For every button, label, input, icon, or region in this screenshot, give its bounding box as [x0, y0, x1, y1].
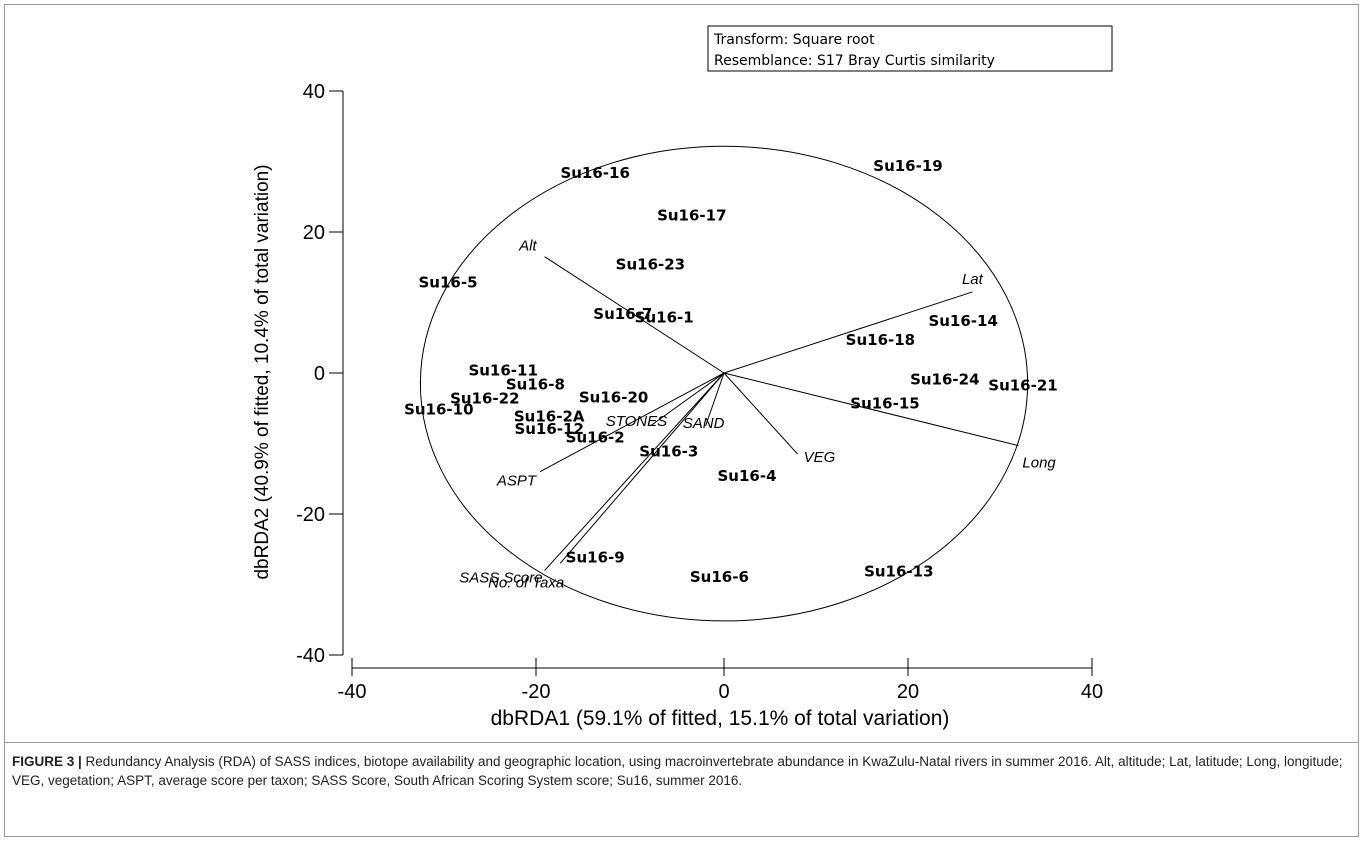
vector-label: Alt — [518, 238, 537, 255]
vector-stones — [650, 372, 725, 427]
vector-label: ASPT — [496, 473, 538, 490]
sample-point-label: Su16-16 — [560, 164, 629, 182]
vector-label: No. of Taxa — [488, 574, 564, 591]
sample-point-label: Su16-8 — [506, 376, 565, 394]
vector-label: SAND — [683, 415, 725, 432]
sample-point-label: Su16-4 — [717, 467, 776, 485]
legend-box: Transform: Square root Resemblance: S17 … — [707, 25, 1113, 72]
y-tick-label: -40 — [296, 645, 325, 667]
sample-points: Su16-16 Su16-19 Su16-17 Su16-23 Su16-5 Su16-7… — [404, 157, 1058, 586]
correlation-circle — [419, 145, 1029, 622]
vector-label: Long — [1022, 455, 1056, 472]
sample-point-label: Su16-11 — [468, 361, 537, 379]
sample-point-label: Su16-21 — [988, 376, 1057, 394]
sample-point-label: Su16-10 — [404, 400, 473, 418]
x-tick-label: 0 — [718, 681, 729, 703]
sample-point-label: Su16-13 — [864, 562, 933, 580]
y-tick-label: 40 — [303, 81, 325, 103]
sample-point-label: Su16-9 — [566, 548, 625, 566]
caption-text: Redundancy Analysis (RDA) of SASS indice… — [12, 754, 1343, 788]
sample-point-label: Su16-12 — [514, 420, 583, 438]
sample-point-label: Su16-19 — [873, 157, 942, 175]
sample-point-label: Su16-3 — [639, 443, 698, 461]
x-tick-label: 20 — [897, 681, 919, 703]
sample-point-label: Su16-18 — [846, 331, 915, 349]
vector-long — [723, 372, 1019, 447]
sample-point-label: Su16-20 — [579, 388, 648, 406]
vector-sass-score — [544, 372, 725, 571]
x-axis-label: dbRDA1 (59.1% of fitted, 15.1% of total … — [491, 707, 950, 730]
vector-alt — [544, 256, 725, 374]
vector-label: STONES — [606, 413, 667, 430]
vector-label: VEG — [804, 449, 836, 466]
sample-point-label: Su16-23 — [616, 256, 685, 274]
sample-point-label: Su16-1 — [635, 309, 694, 327]
sample-point-label: Su16-24 — [910, 371, 979, 389]
sample-point-label: Su16-22 — [450, 390, 519, 408]
vector-lat — [723, 291, 973, 374]
caption-separator — [4, 742, 1359, 743]
vector-aspt — [539, 372, 725, 473]
circle-outline — [419, 145, 1029, 622]
vector-overlay: Alt Lat Long VEG SAND STONES ASPT No. of TaxaSA… — [459, 238, 1056, 592]
vector-label: SASS Score — [459, 569, 542, 586]
sample-point-label: Su16-15 — [850, 395, 919, 413]
x-tick-label: 40 — [1081, 681, 1103, 703]
dbrda-plot: Transform: Square root Resemblance: S17 … — [252, 25, 1113, 730]
sample-point-label: Su16-14 — [928, 312, 997, 330]
sample-point-label: Su16-2A — [514, 407, 585, 425]
figure-caption: FIGURE 3 | Redundancy Analysis (RDA) of … — [12, 752, 1352, 790]
vector-label: Lat — [962, 271, 984, 288]
legend-line-resemblance: Resemblance: S17 Bray Curtis similarity — [714, 53, 995, 69]
vector-veg — [723, 372, 798, 455]
y-axis-label: dbRDA2 (40.9% of fitted, 10.4% of total … — [252, 164, 273, 579]
sample-point-label: Su16-6 — [690, 568, 749, 586]
vector-no-of-taxa — [559, 372, 725, 564]
sample-point-label: Su16-17 — [657, 206, 726, 224]
caption-figure-label: FIGURE 3 | — [12, 754, 82, 769]
y-tick-label: 0 — [314, 363, 325, 385]
legend-line-transform: Transform: Square root — [713, 32, 875, 48]
vector-sand — [705, 372, 725, 427]
axes: -40 -20 0 20 40 -40 -20 0 20 40 — [296, 81, 1103, 703]
x-tick-label: -40 — [338, 681, 367, 703]
figure-frame — [4, 4, 1359, 837]
y-tick-label: -20 — [296, 504, 325, 526]
sample-point-label: Su16-5 — [418, 273, 477, 291]
x-tick-label: -20 — [522, 681, 551, 703]
y-tick-label: 20 — [303, 222, 325, 244]
sample-point-label: Su16-2 — [566, 428, 625, 446]
sample-point-label: Su16-7 — [593, 305, 652, 323]
